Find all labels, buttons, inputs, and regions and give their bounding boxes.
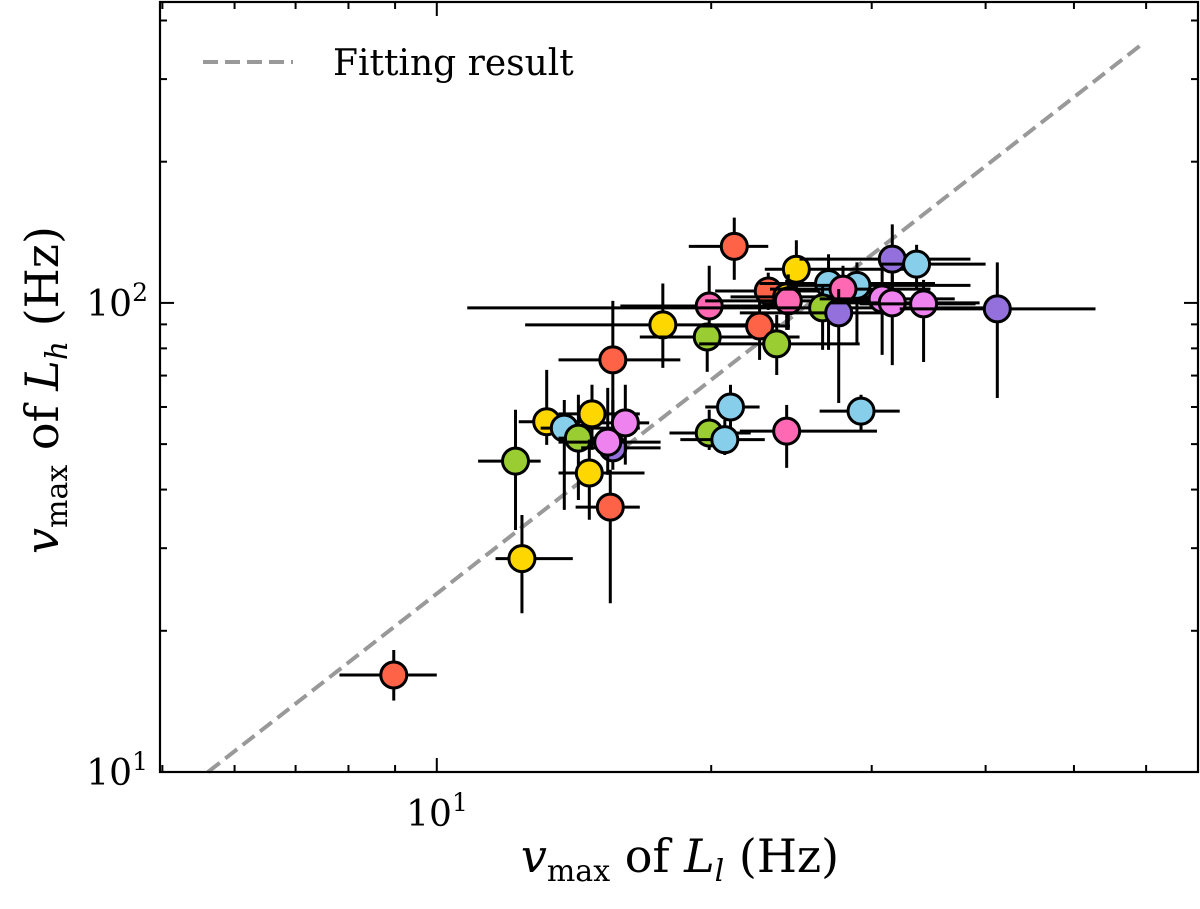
data-point-group xyxy=(739,404,877,468)
data-point-group xyxy=(699,314,860,375)
data-point-marker xyxy=(762,329,792,359)
data-point-marker xyxy=(902,249,932,279)
data-point-marker xyxy=(595,492,625,522)
y-tick-label-100: 102 xyxy=(86,278,148,325)
data-point-group xyxy=(575,469,640,604)
x-tick-label-10: 101 xyxy=(406,788,468,835)
data-point-group xyxy=(819,394,900,430)
data-point-marker xyxy=(598,345,628,375)
y-tick-label-10: 101 xyxy=(86,747,148,794)
data-points xyxy=(339,217,1096,701)
data-point-marker xyxy=(909,289,939,319)
legend-fit-label: Fitting result xyxy=(333,43,574,84)
data-point-group xyxy=(879,244,986,290)
data-point-marker xyxy=(648,310,678,340)
data-point-group xyxy=(339,650,437,701)
fit-line-layer xyxy=(206,40,1147,774)
data-point-marker xyxy=(501,446,531,476)
data-point-marker xyxy=(772,416,802,446)
data-point-group xyxy=(859,279,976,363)
data-point-marker xyxy=(846,396,876,426)
data-point-marker xyxy=(379,660,409,690)
data-point-group xyxy=(478,409,541,531)
axis-ticks xyxy=(160,2,1198,773)
data-point-marker xyxy=(719,231,749,261)
data-point-marker xyxy=(593,427,623,457)
y-axis-label: vmax of Lh (Hz) xyxy=(15,226,75,554)
data-point-group xyxy=(899,262,1096,399)
data-point-group xyxy=(680,419,765,455)
data-point-marker xyxy=(577,399,607,429)
fit-line xyxy=(206,40,1147,774)
data-point-marker xyxy=(710,425,740,455)
data-point-marker xyxy=(982,294,1012,324)
data-point-marker xyxy=(716,392,746,422)
data-point-group xyxy=(688,217,769,280)
legend: Fitting result xyxy=(203,43,574,84)
plot-frame xyxy=(158,0,1200,774)
data-point-marker xyxy=(574,458,604,488)
data-point-group xyxy=(495,515,573,614)
data-point-group xyxy=(769,265,931,325)
data-point-marker xyxy=(877,244,907,274)
data-point-marker xyxy=(507,544,537,574)
data-point-group xyxy=(467,285,991,350)
data-point-group xyxy=(699,300,790,360)
data-point-group xyxy=(558,387,661,475)
x-axis-label: vmax of Ll (Hz) xyxy=(521,829,839,889)
data-point-marker xyxy=(773,286,803,316)
data-point-marker xyxy=(610,408,640,438)
data-point-marker xyxy=(692,322,722,352)
data-point-marker xyxy=(694,291,724,321)
